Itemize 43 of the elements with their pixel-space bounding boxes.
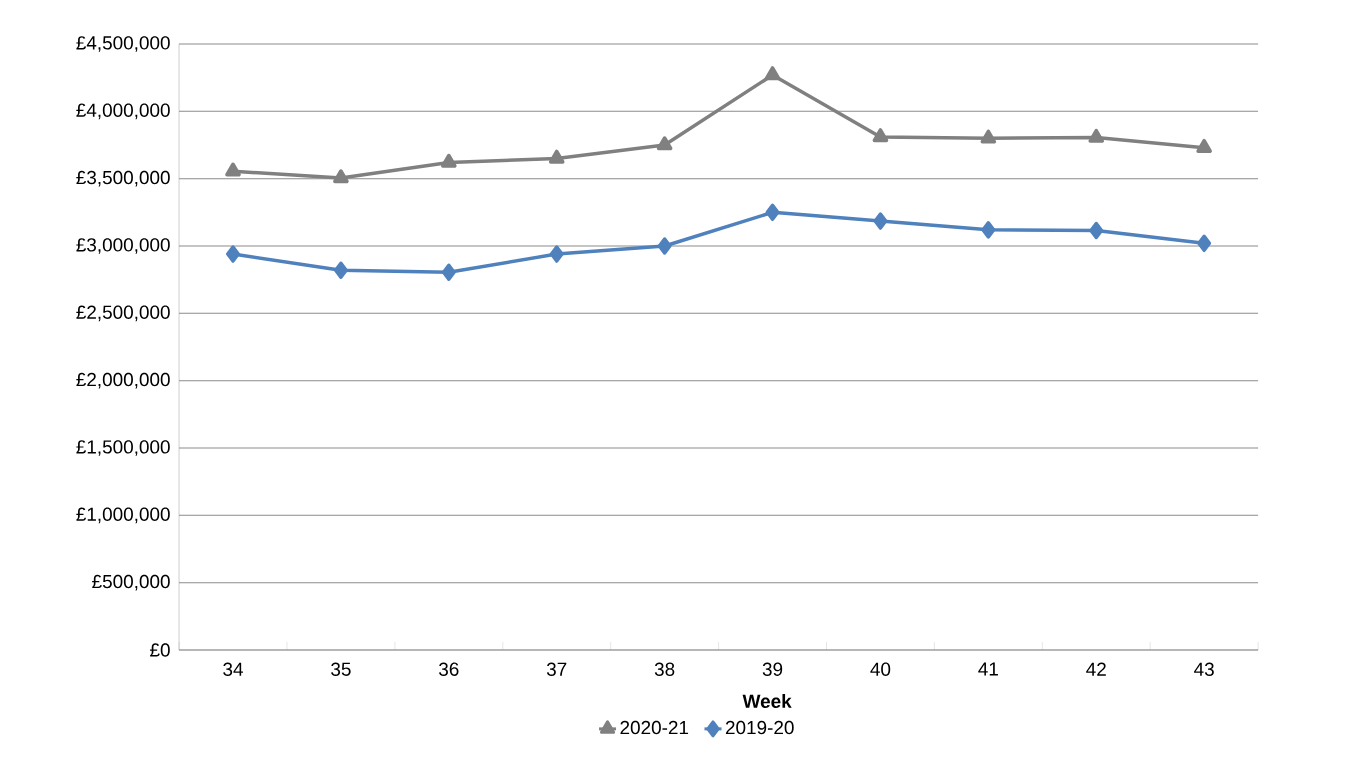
- point: [225, 162, 241, 177]
- x-tick-label: 39: [762, 662, 783, 676]
- y-tick-label: £1,000,000: [76, 507, 170, 524]
- point: [441, 263, 456, 281]
- point: [764, 66, 781, 81]
- point: [765, 203, 780, 222]
- point: [1196, 138, 1212, 153]
- point: [981, 221, 996, 239]
- x-tick-label: 35: [331, 662, 351, 676]
- y-tick-label: £3,000,000: [76, 238, 170, 254]
- x-tick-label: 40: [870, 662, 891, 676]
- point: [549, 245, 564, 263]
- x-tick-label: 34: [223, 662, 243, 676]
- y-tick-label: £0: [150, 643, 170, 657]
- x-tick-label: 38: [654, 662, 675, 676]
- y-tick-label: £2,500,000: [76, 305, 170, 322]
- point: [657, 237, 672, 255]
- point: [873, 212, 888, 230]
- x-tick-label: 43: [1194, 662, 1214, 676]
- point: [441, 153, 457, 168]
- y-tick-label: £1,500,000: [76, 440, 170, 456]
- x-tick-label: 42: [1086, 662, 1106, 676]
- legend-label: 2019-20: [725, 720, 794, 735]
- y-tick-label: £500,000: [92, 574, 170, 591]
- point: [226, 245, 240, 263]
- point: [980, 129, 997, 144]
- point: [333, 261, 348, 279]
- x-tick-label: 41: [978, 662, 998, 676]
- y-tick-label: £3,500,000: [76, 170, 170, 187]
- point: [1088, 128, 1105, 143]
- point: [656, 136, 673, 151]
- legend-label: 2020-21: [620, 720, 689, 735]
- point: [1197, 234, 1212, 253]
- point: [333, 169, 349, 184]
- y-tick-label: £4,500,000: [76, 36, 170, 52]
- point: [548, 149, 565, 164]
- point: [1089, 221, 1104, 240]
- x-axis-title: Week: [742, 694, 792, 708]
- y-tick-label: £4,000,000: [76, 103, 170, 120]
- x-tick-label: 36: [439, 662, 459, 676]
- y-tick-label: £2,000,000: [76, 372, 170, 389]
- x-tick-label: 37: [546, 662, 567, 676]
- point: [872, 128, 889, 143]
